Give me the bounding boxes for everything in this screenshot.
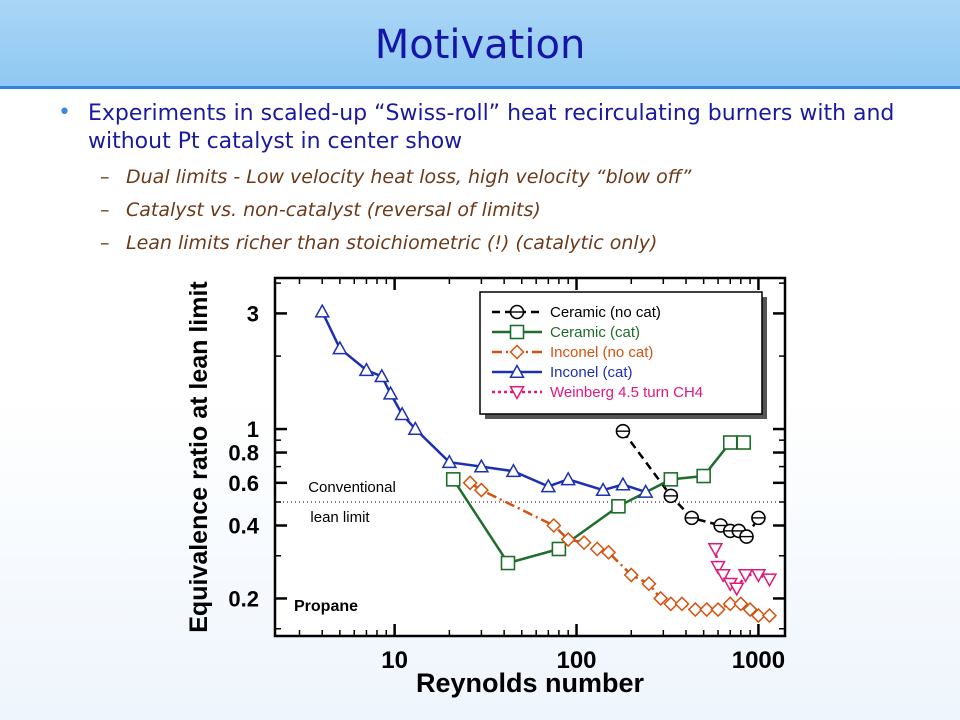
- data-point: [750, 608, 766, 624]
- legend-marker: [509, 324, 525, 340]
- series-2: [462, 475, 778, 624]
- data-point: [473, 482, 489, 498]
- y-tick-label: 0.2: [228, 586, 259, 611]
- legend-marker: [509, 363, 525, 378]
- x-tick-label: 10: [381, 647, 408, 674]
- data-point: [332, 340, 348, 355]
- legend: Ceramic (no cat) Ceramic (cat) Inconel (no…: [479, 291, 763, 415]
- data-point: [710, 601, 726, 618]
- series-3: [314, 303, 654, 498]
- data-point: [611, 499, 626, 514]
- data-point: [551, 541, 567, 557]
- legend-box: [479, 291, 763, 415]
- legend-marker: [509, 386, 525, 401]
- data-point: [546, 517, 562, 534]
- data-point: [576, 535, 592, 551]
- data-point: [722, 435, 738, 450]
- data-point: [728, 582, 745, 597]
- reference-line-label: lean limit: [310, 509, 370, 526]
- data-point: [663, 596, 679, 612]
- data-point: [750, 569, 767, 584]
- propane-annotation: Propane: [294, 598, 358, 615]
- data-point: [615, 476, 631, 491]
- legend-label: Ceramic (cat): [550, 324, 640, 341]
- legend-marker: [509, 344, 525, 360]
- data-point: [687, 601, 703, 618]
- data-point: [589, 541, 605, 557]
- data-point: [595, 482, 611, 497]
- sub-bullet-dash: –: [100, 232, 110, 254]
- series-0: [615, 423, 766, 544]
- data-point: [761, 608, 778, 624]
- sub-bullet-3: – Lean limits richer than stoichiometric …: [100, 232, 940, 254]
- data-point: [733, 596, 749, 612]
- legend-label: Weinberg 4.5 turn CH4: [550, 384, 703, 401]
- bullet-dot: •: [58, 100, 71, 125]
- data-point: [540, 478, 557, 493]
- data-point: [500, 555, 516, 571]
- legend-label: Inconel (no cat): [550, 344, 653, 361]
- data-point: [314, 303, 331, 318]
- data-point: [736, 435, 751, 450]
- sub-bullet-text: Lean limits richer than stoichiometric (…: [126, 232, 658, 254]
- data-point: [623, 567, 639, 583]
- data-point: [560, 531, 576, 548]
- data-point: [358, 362, 375, 377]
- data-point: [742, 601, 758, 618]
- y-tick-label: 3: [247, 301, 259, 326]
- data-point: [722, 596, 738, 612]
- data-point: [462, 475, 478, 491]
- y-tick-label: 0.8: [228, 441, 259, 466]
- data-point: [505, 463, 522, 478]
- data-point: [637, 483, 654, 498]
- data-point: [641, 576, 657, 592]
- sub-bullet-text: Dual limits - Low velocity heat loss, hi…: [126, 166, 692, 188]
- data-point: [374, 368, 390, 383]
- x-axis-label: Reynolds number: [416, 668, 645, 698]
- data-point: [663, 472, 679, 487]
- sub-bullet-1: – Dual limits - Low velocity heat loss, h…: [100, 166, 940, 188]
- data-point: [761, 573, 778, 588]
- x-tick-label: 1000: [732, 647, 785, 674]
- data-point: [382, 385, 399, 400]
- data-point: [707, 543, 724, 558]
- data-point: [473, 458, 490, 473]
- data-point: [710, 560, 726, 575]
- y-tick-label: 1: [247, 417, 259, 442]
- reference-line-label: Conventional: [308, 479, 396, 496]
- sub-bullet-text: Catalyst vs. non-catalyst (reversal of l…: [126, 199, 541, 221]
- slide-title: Motivation: [374, 22, 586, 68]
- data-point: [699, 601, 715, 618]
- data-point: [696, 468, 711, 484]
- y-tick-label: 0.6: [228, 471, 259, 496]
- title-bar: Motivation: [0, 0, 960, 89]
- data-point: [653, 590, 669, 607]
- data-point: [737, 569, 754, 584]
- sub-bullet-dash: –: [100, 199, 110, 221]
- data-point: [560, 471, 576, 486]
- data-point: [674, 596, 690, 612]
- legend-label: Ceramic (no cat): [550, 304, 661, 321]
- data-point: [715, 569, 731, 584]
- sub-bullet-2: – Catalyst vs. non-catalyst (reversal of …: [100, 199, 940, 221]
- sub-bullet-dash: –: [100, 166, 110, 188]
- data-point: [445, 472, 461, 487]
- data-point: [441, 454, 458, 469]
- data-point: [394, 406, 410, 421]
- series-4: [707, 543, 778, 597]
- data-point: [407, 421, 424, 436]
- data-point: [600, 544, 617, 560]
- x-tick-label: 100: [556, 647, 596, 674]
- legend-label: Inconel (cat): [550, 364, 633, 381]
- y-tick-label: 0.4: [228, 513, 259, 538]
- y-axis-label: Equivalence ratio at lean limit: [185, 281, 213, 633]
- main-bullet-text: Experiments in scaled-up “Swiss-roll” he…: [88, 101, 895, 154]
